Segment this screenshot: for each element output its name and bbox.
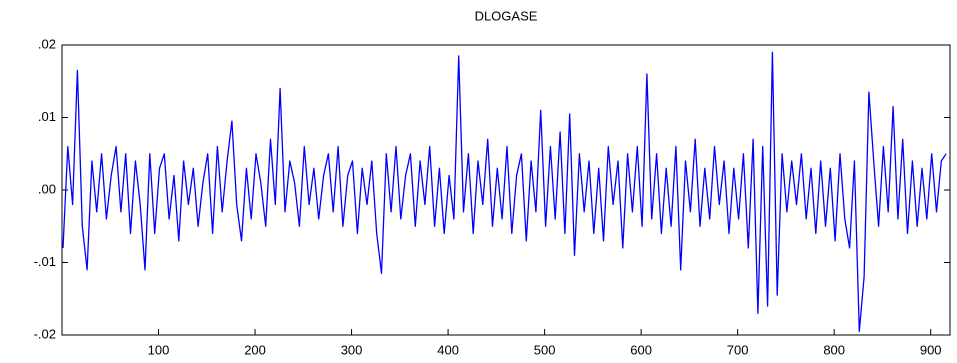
y-tick-label: .02 bbox=[38, 36, 56, 51]
x-tick-label: 700 bbox=[727, 342, 749, 357]
y-tick-label: .01 bbox=[38, 109, 56, 124]
x-tick-label: 900 bbox=[920, 342, 942, 357]
y-tick-label: -.01 bbox=[34, 254, 56, 269]
x-tick-label: 800 bbox=[823, 342, 845, 357]
x-tick-label: 500 bbox=[534, 342, 556, 357]
x-tick-label: 300 bbox=[341, 342, 363, 357]
x-tick-label: 400 bbox=[437, 342, 459, 357]
data-line bbox=[62, 51, 947, 333]
y-tick-label: .00 bbox=[38, 181, 56, 196]
x-tick-label: 100 bbox=[148, 342, 170, 357]
x-tick-label: 200 bbox=[244, 342, 266, 357]
chart-title: DLOGASE bbox=[475, 8, 538, 23]
x-tick-label: 600 bbox=[630, 342, 652, 357]
y-tick-label: -.02 bbox=[34, 326, 56, 341]
